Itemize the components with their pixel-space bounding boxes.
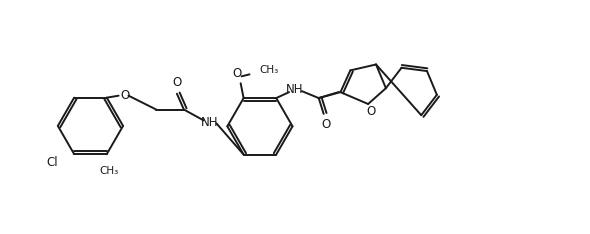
Text: CH₃: CH₃ [260, 65, 278, 75]
Text: NH: NH [286, 83, 304, 96]
Text: CH₃: CH₃ [99, 166, 119, 176]
Text: O: O [321, 118, 330, 131]
Text: O: O [120, 89, 129, 102]
Text: O: O [366, 105, 376, 118]
Text: Cl: Cl [47, 156, 58, 168]
Text: O: O [232, 67, 241, 80]
Text: O: O [172, 76, 182, 89]
Text: NH: NH [201, 116, 218, 129]
